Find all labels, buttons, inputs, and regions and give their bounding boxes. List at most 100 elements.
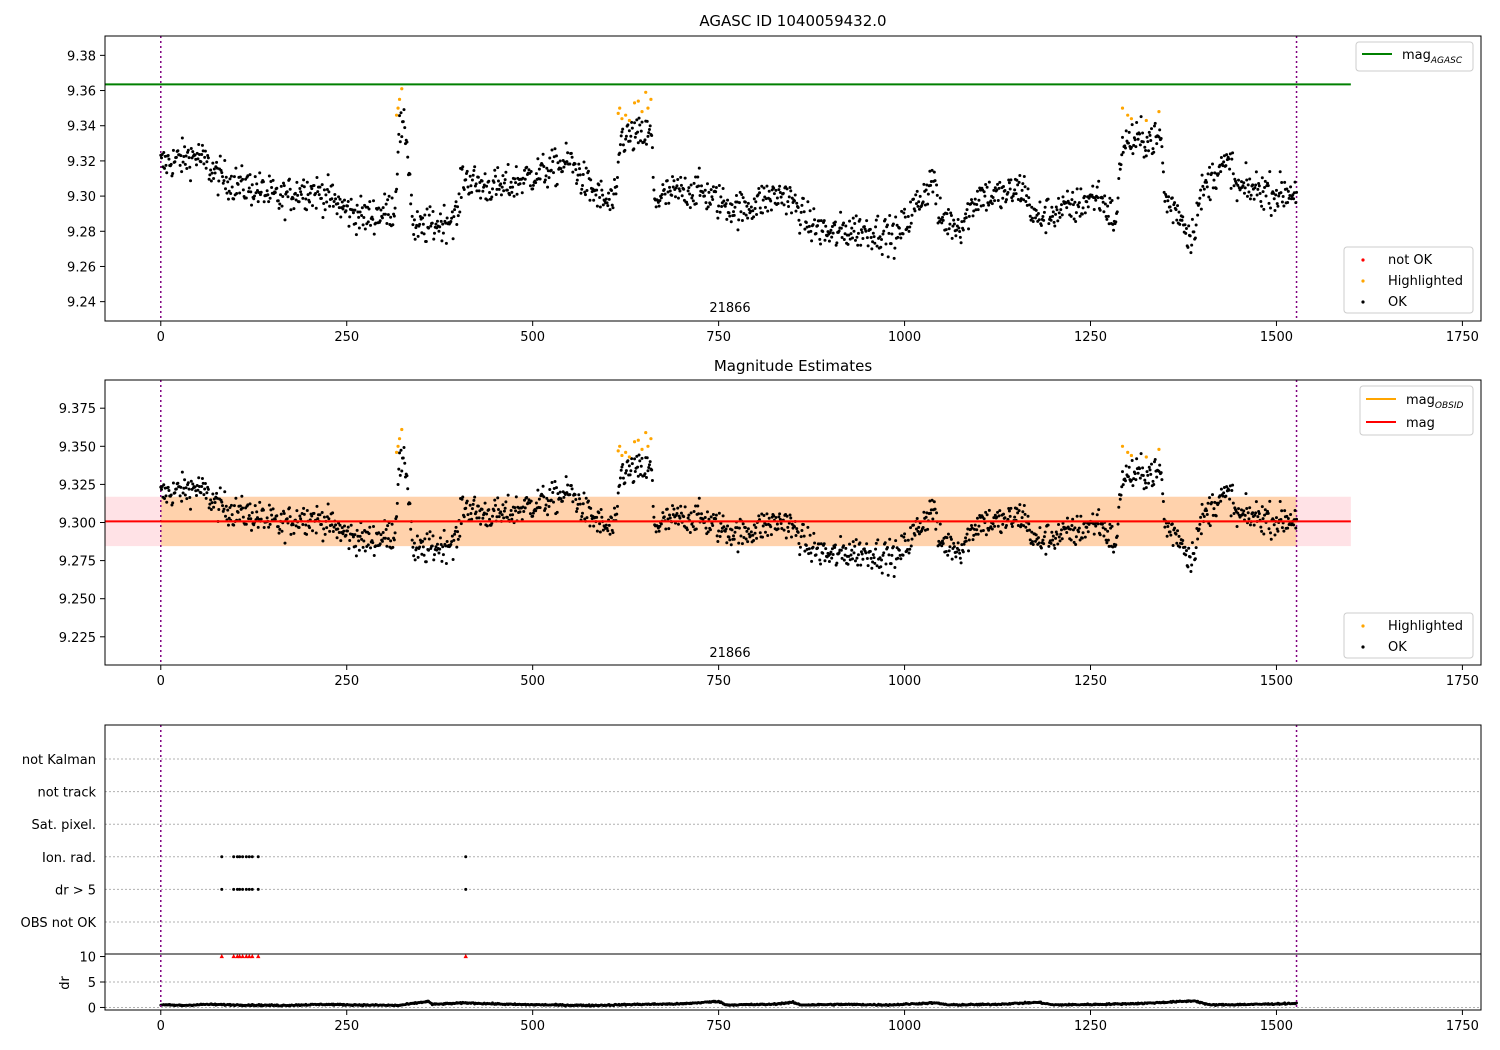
ok-point — [1034, 533, 1038, 537]
ok-point — [1205, 512, 1209, 516]
ok-point — [555, 182, 559, 186]
ok-point — [299, 517, 303, 521]
ok-point — [1236, 183, 1240, 187]
highlighted-point — [1126, 113, 1130, 117]
ok-point — [704, 526, 708, 530]
ok-point — [450, 540, 454, 544]
ok-point — [947, 227, 951, 231]
ok-point — [671, 504, 675, 508]
ok-point — [397, 132, 401, 136]
ok-point — [763, 205, 767, 209]
ok-point — [1130, 459, 1134, 463]
ok-point — [664, 202, 668, 206]
ok-point — [996, 524, 1000, 528]
ok-point — [1210, 162, 1214, 166]
ok-point — [496, 496, 500, 500]
ok-point — [1026, 187, 1030, 191]
flag-row-label: Sat. pixel. — [32, 818, 96, 833]
ok-point — [212, 176, 216, 180]
ok-point — [764, 523, 768, 527]
ok-point — [451, 237, 455, 241]
ok-point — [1219, 487, 1223, 491]
highlighted-point — [1144, 118, 1148, 123]
ok-point — [485, 512, 489, 516]
ok-point — [676, 522, 680, 526]
ok-point — [858, 541, 862, 545]
ok-point — [932, 170, 936, 174]
ok-point — [887, 231, 891, 235]
ok-point — [915, 516, 919, 520]
ok-point — [803, 227, 807, 231]
ok-point — [1174, 208, 1178, 212]
ok-point — [598, 522, 602, 526]
ok-point — [456, 530, 460, 534]
ok-point — [372, 525, 376, 529]
ok-point — [559, 497, 563, 501]
ok-point — [236, 510, 240, 514]
ok-point — [499, 182, 503, 186]
ok-point — [355, 528, 359, 532]
ok-point — [646, 469, 650, 473]
ok-point — [1207, 521, 1211, 525]
ok-point — [818, 237, 822, 241]
ok-point — [210, 501, 214, 505]
top-legend-points-box — [1343, 246, 1474, 314]
ok-point — [756, 193, 760, 197]
ok-point — [255, 188, 259, 192]
ok-point — [894, 215, 898, 219]
ok-point — [327, 517, 331, 521]
highlighted-point — [632, 440, 637, 444]
ok-point — [911, 523, 915, 527]
ok-point — [421, 216, 425, 220]
ok-point — [1252, 197, 1256, 201]
ok-point — [776, 201, 780, 205]
ok-point — [1243, 513, 1247, 517]
middle-xtick-label: 250 — [334, 674, 359, 689]
ok-point — [665, 507, 669, 511]
ok-point — [639, 464, 643, 468]
ok-point — [416, 234, 420, 238]
ok-point — [945, 536, 949, 540]
ok-point — [601, 528, 605, 532]
ok-point — [428, 530, 432, 534]
ok-point — [806, 200, 810, 204]
ok-point — [1295, 190, 1299, 194]
ok-point — [931, 517, 935, 521]
ok-point — [714, 513, 718, 517]
ok-point — [166, 485, 170, 489]
ok-point — [1261, 190, 1265, 194]
ok-point — [635, 454, 639, 458]
ok-point — [1126, 475, 1130, 479]
top-xtick-label: 250 — [334, 330, 359, 345]
ok-point — [950, 236, 954, 240]
ok-point — [648, 124, 652, 128]
ok-point — [1190, 541, 1194, 545]
ok-point — [1149, 472, 1153, 476]
ok-point — [790, 535, 794, 539]
ok-point — [1276, 204, 1280, 208]
ok-point — [270, 513, 274, 517]
ok-point — [819, 219, 823, 223]
ok-point — [972, 527, 976, 531]
ok-point — [442, 528, 446, 532]
ok-point — [477, 189, 481, 193]
ok-point — [830, 235, 834, 239]
ok-point — [618, 151, 622, 155]
ok-point — [737, 526, 741, 530]
ok-point — [327, 190, 331, 194]
ok-point — [285, 517, 289, 521]
ok-point — [308, 191, 312, 195]
ok-point — [1059, 208, 1063, 212]
ok-point — [996, 510, 1000, 514]
ok-point — [1023, 512, 1027, 516]
ok-point — [586, 499, 590, 503]
highlighted-point — [616, 449, 620, 453]
ok-point — [1024, 200, 1028, 204]
ok-point — [393, 206, 397, 210]
ok-point — [630, 120, 634, 124]
ok-point — [547, 504, 551, 508]
ok-point — [704, 201, 708, 205]
ok-point — [480, 179, 484, 183]
ok-point — [1153, 458, 1157, 462]
ok-point — [241, 177, 245, 181]
